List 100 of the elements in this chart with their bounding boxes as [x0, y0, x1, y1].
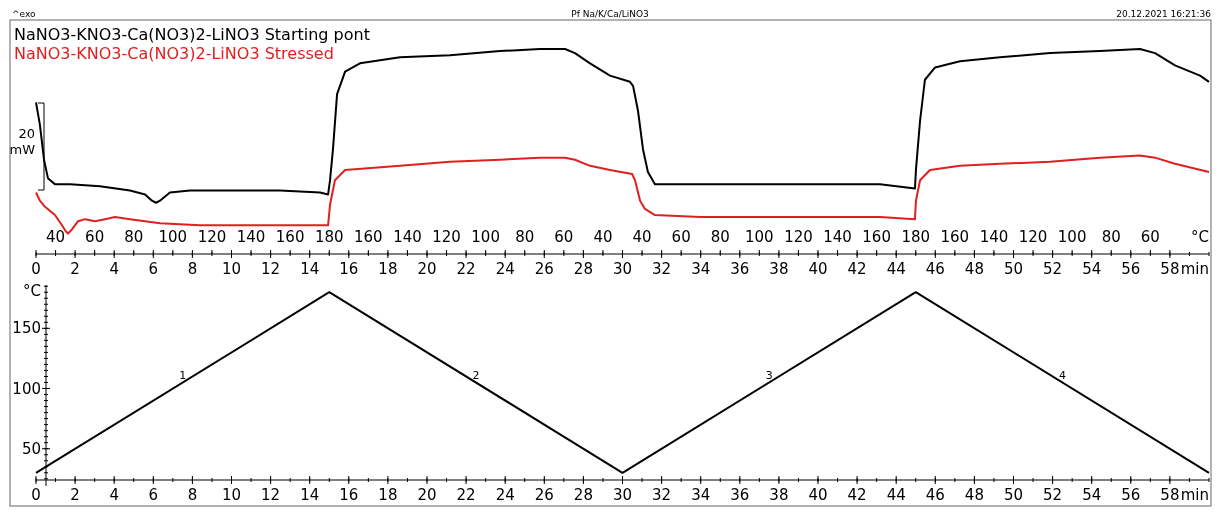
annotation: 100	[745, 228, 774, 246]
x-tick-label: 58	[1160, 486, 1180, 504]
x-tick-label: 16	[339, 260, 359, 278]
annotation: 40	[593, 228, 613, 246]
x-axis-title: min	[1180, 260, 1209, 278]
y-tick-label: 150	[12, 319, 41, 338]
text: ^exo	[12, 9, 36, 19]
annotation: 100	[471, 228, 500, 246]
x-tick-label: 2	[70, 260, 80, 278]
x-tick-label: 18	[378, 486, 398, 504]
x-tick-label: 4	[109, 486, 119, 504]
x-tick-label: 48	[964, 486, 984, 504]
x-tick-label: 16	[339, 486, 359, 504]
x-tick-label: 22	[456, 486, 476, 504]
x-tick-label: 12	[261, 260, 281, 278]
x-tick-label: 48	[964, 260, 984, 278]
annotation: 80	[124, 228, 144, 246]
y-tick-label: 100	[12, 379, 41, 398]
x-tick-label: 50	[1003, 260, 1024, 278]
x-tick-label: 22	[456, 260, 476, 278]
annotation: 4	[1058, 368, 1066, 382]
annotation: 60	[554, 228, 574, 246]
x-tick-label: 50	[1003, 486, 1024, 504]
text: NaNO3-KNO3-Ca(NO3)2-LiNO3 Stressed	[14, 44, 334, 63]
annotation: 80	[1101, 228, 1121, 246]
annotation: 3	[765, 368, 773, 382]
y-tick-label: 50	[21, 439, 41, 458]
annotation: 100	[1057, 228, 1087, 246]
x-tick-label: 10	[221, 486, 242, 504]
x-tick-label: 36	[730, 486, 750, 504]
x-tick-label: 20	[417, 486, 437, 504]
x-tick-label: 20	[417, 260, 437, 278]
x-tick-label: 36	[730, 260, 750, 278]
x-tick-label: 44	[886, 260, 906, 278]
annotation: 60	[1140, 228, 1160, 246]
annotation: 1	[179, 368, 187, 382]
x-tick-label: 26	[534, 486, 554, 504]
x-tick-label: 52	[1043, 260, 1063, 278]
annotation: 100	[158, 228, 188, 246]
x-tick-label: 26	[534, 260, 554, 278]
annotation: 160	[354, 228, 383, 246]
annotation: 180	[314, 228, 344, 246]
x-tick-label: 24	[495, 486, 515, 504]
annotation: 40	[46, 228, 66, 246]
x-tick-label: 46	[925, 486, 945, 504]
x-tick-label: 32	[652, 486, 672, 504]
annotation: 180	[901, 228, 931, 246]
annotation: 40	[632, 228, 652, 246]
text: 20 mW	[9, 126, 36, 157]
x-tick-label: 8	[187, 260, 198, 278]
annotation: 120	[197, 228, 227, 246]
x-tick-label: 52	[1043, 486, 1063, 504]
annotation: 80	[710, 228, 730, 246]
annotation: 60	[671, 228, 691, 246]
annotation: 140	[823, 228, 852, 246]
annotation: 160	[862, 228, 891, 246]
x-tick-label: 42	[847, 486, 867, 504]
x-tick-label: 56	[1121, 260, 1141, 278]
annotation: 120	[432, 228, 461, 246]
x-tick-label: 40	[808, 486, 828, 504]
y-axis-title: °C	[23, 282, 41, 300]
x-tick-label: 58	[1160, 260, 1180, 278]
x-tick-label: 38	[769, 260, 789, 278]
x-tick-label: 14	[300, 260, 320, 278]
annotation: 120	[1018, 228, 1048, 246]
x-tick-label: 34	[691, 260, 711, 278]
annotation: 160	[275, 228, 305, 246]
x-tick-label: 12	[261, 486, 281, 504]
annotation: °C	[1191, 228, 1209, 246]
x-tick-label: 46	[925, 260, 945, 278]
x-tick-label: 30	[612, 486, 633, 504]
x-tick-label: 10	[221, 260, 242, 278]
annotation: 140	[979, 228, 1009, 246]
series-label: NaNO3-KNO3-Ca(NO3)2-LiNO3 Starting pont	[14, 25, 370, 44]
x-tick-label: 0	[31, 486, 41, 504]
x-tick-label: 6	[148, 486, 159, 504]
x-tick-label: 38	[769, 486, 789, 504]
x-tick-label: 40	[808, 260, 828, 278]
x-tick-label: 8	[187, 486, 198, 504]
annotation: 80	[515, 228, 535, 246]
x-tick-label: 24	[495, 260, 515, 278]
x-tick-label: 44	[886, 486, 906, 504]
text: Pf Na/K/Ca/LiNO3	[571, 9, 649, 19]
x-tick-label: 14	[300, 486, 320, 504]
x-tick-label: 6	[148, 260, 159, 278]
x-axis-title: min	[1180, 486, 1209, 504]
x-tick-label: 2	[70, 486, 80, 504]
x-tick-label: 28	[573, 260, 593, 278]
x-tick-label: 0	[31, 260, 41, 278]
x-tick-label: 28	[573, 486, 593, 504]
x-tick-label: 54	[1082, 486, 1102, 504]
x-tick-label: 34	[691, 486, 711, 504]
annotation: 120	[784, 228, 813, 246]
text: 20.12.2021 16:21:36	[1116, 9, 1212, 19]
annotation: 140	[236, 228, 266, 246]
x-tick-label: 30	[612, 260, 633, 278]
x-tick-label: 42	[847, 260, 867, 278]
x-tick-label: 32	[652, 260, 672, 278]
annotation: 2	[472, 368, 480, 382]
x-tick-label: 18	[378, 260, 398, 278]
